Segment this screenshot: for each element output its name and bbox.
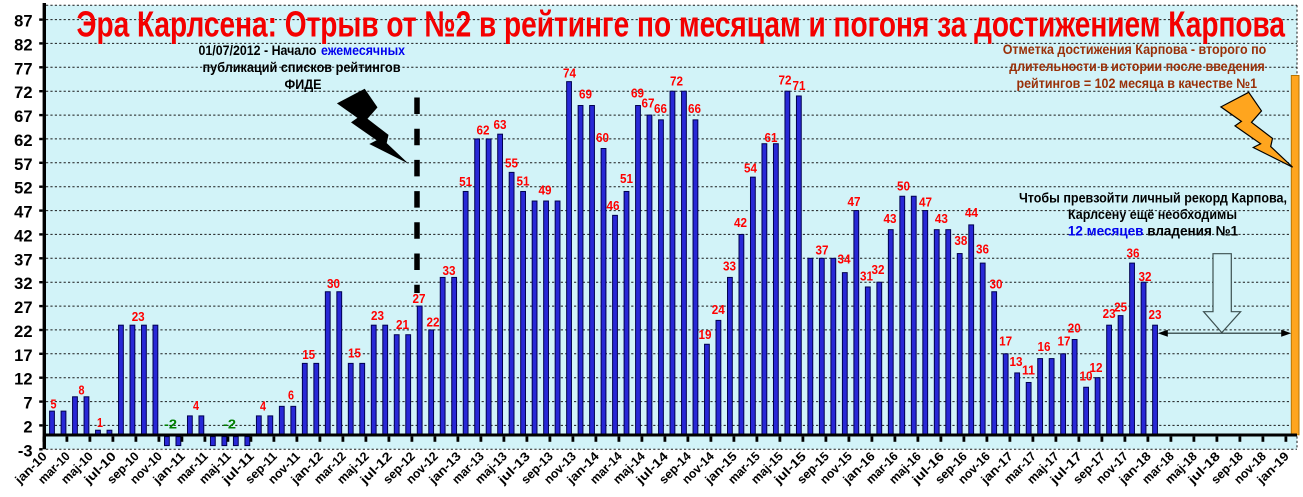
svg-text:27: 27 [413,291,426,306]
svg-text:71: 71 [793,78,806,93]
svg-text:8: 8 [79,383,85,398]
svg-text:-2: -2 [223,417,236,432]
svg-text:25: 25 [1114,300,1127,315]
svg-text:67: 67 [14,108,32,126]
svg-text:23: 23 [371,308,384,323]
svg-text:15: 15 [302,347,315,362]
svg-text:17: 17 [14,347,32,365]
svg-text:32: 32 [1139,269,1152,284]
svg-text:63: 63 [494,117,507,132]
svg-text:17: 17 [999,334,1012,349]
svg-text:12: 12 [14,371,32,389]
svg-text:82: 82 [14,36,32,54]
svg-text:72: 72 [670,74,683,89]
svg-text:7: 7 [23,395,32,413]
svg-text:публикаций списков рейтингов: публикаций списков рейтингов [203,60,401,75]
svg-text:51: 51 [620,171,633,186]
svg-text:15: 15 [348,346,361,361]
svg-text:длительности в истории после в: длительности в истории после введения [1009,59,1265,74]
svg-text:34: 34 [838,252,852,267]
svg-text:69: 69 [579,87,592,102]
svg-text:77: 77 [14,60,32,78]
svg-text:50: 50 [897,179,910,194]
svg-text:62: 62 [14,132,32,150]
svg-text:66: 66 [654,101,667,116]
svg-text:-2: -2 [164,417,177,432]
svg-text:60: 60 [596,130,609,145]
svg-text:2: 2 [23,418,32,436]
svg-text:72: 72 [779,73,792,88]
svg-text:43: 43 [884,211,897,226]
svg-text:42: 42 [14,227,32,245]
svg-text:57: 57 [14,156,32,174]
svg-text:6: 6 [288,388,294,403]
svg-text:74: 74 [563,66,577,81]
svg-text:51: 51 [459,174,472,189]
svg-text:32: 32 [872,262,885,277]
svg-text:42: 42 [734,215,747,230]
svg-text:Карлсену ещё необходимы: Карлсену ещё необходимы [1068,207,1237,222]
svg-text:62: 62 [477,123,490,138]
svg-text:31: 31 [860,269,873,284]
svg-text:66: 66 [688,101,701,116]
svg-text:23: 23 [132,309,145,324]
svg-text:87: 87 [14,13,32,31]
svg-text:23: 23 [1103,306,1116,321]
svg-text:52: 52 [14,180,32,198]
svg-text:61: 61 [765,130,778,145]
svg-text:Чтобы превзойти личный рекорд: Чтобы превзойти личный рекорд Карпова, [1019,190,1287,205]
svg-text:12: 12 [1090,360,1103,375]
svg-text:12 месяцев владения №1: 12 месяцев владения №1 [1068,224,1239,239]
svg-text:37: 37 [816,243,829,258]
svg-text:33: 33 [443,263,456,278]
svg-text:1: 1 [97,415,103,430]
svg-text:37: 37 [14,251,32,269]
svg-text:43: 43 [935,211,948,226]
svg-text:10: 10 [1080,369,1093,384]
svg-text:22: 22 [427,315,440,330]
svg-text:ФИДЕ: ФИДЕ [285,77,322,92]
svg-text:51: 51 [517,174,530,189]
svg-text:44: 44 [965,205,979,220]
svg-text:Эра Карлсена: Отрыв от №2 в ре: Эра Карлсена: Отрыв от №2 в рейтинге по … [77,3,1286,44]
svg-text:17: 17 [1058,334,1071,349]
svg-text:72: 72 [14,84,32,102]
svg-text:47: 47 [919,195,932,210]
svg-text:21: 21 [396,317,409,332]
svg-text:36: 36 [1127,246,1140,261]
svg-text:55: 55 [505,156,518,171]
svg-text:4: 4 [193,398,200,413]
svg-text:Отметка достижения Карпова -: Отметка достижения Карпова - второго по [1003,42,1267,57]
svg-text:33: 33 [723,259,736,274]
svg-text:47: 47 [848,194,861,209]
svg-text:30: 30 [990,277,1003,292]
svg-text:54: 54 [744,161,758,176]
svg-text:36: 36 [976,242,989,257]
svg-text:11: 11 [1022,363,1035,378]
svg-text:46: 46 [607,198,620,213]
svg-text:4: 4 [260,399,267,414]
svg-text:67: 67 [642,96,655,111]
svg-text:23: 23 [1149,307,1162,322]
svg-text:5: 5 [51,397,57,412]
svg-text:49: 49 [539,183,552,198]
svg-text:27: 27 [14,299,32,317]
svg-text:13: 13 [1010,354,1023,369]
svg-text:16: 16 [1038,339,1051,354]
svg-text:24: 24 [712,302,726,317]
svg-text:22: 22 [14,323,32,341]
svg-text:ежемесячных: ежемесячных [321,43,405,58]
svg-text:01/07/2012 - Начало: 01/07/2012 - Начало [199,43,317,58]
svg-text:-3: -3 [18,442,33,460]
svg-text:38: 38 [954,233,967,248]
svg-text:рейтингов = 102 месяца в качес: рейтингов = 102 месяца в качестве №1 [1017,76,1258,91]
svg-text:30: 30 [327,276,340,291]
svg-text:69: 69 [631,86,644,101]
svg-text:20: 20 [1068,321,1081,336]
svg-text:47: 47 [14,204,32,222]
svg-text:32: 32 [14,275,32,293]
svg-text:19: 19 [699,327,712,342]
